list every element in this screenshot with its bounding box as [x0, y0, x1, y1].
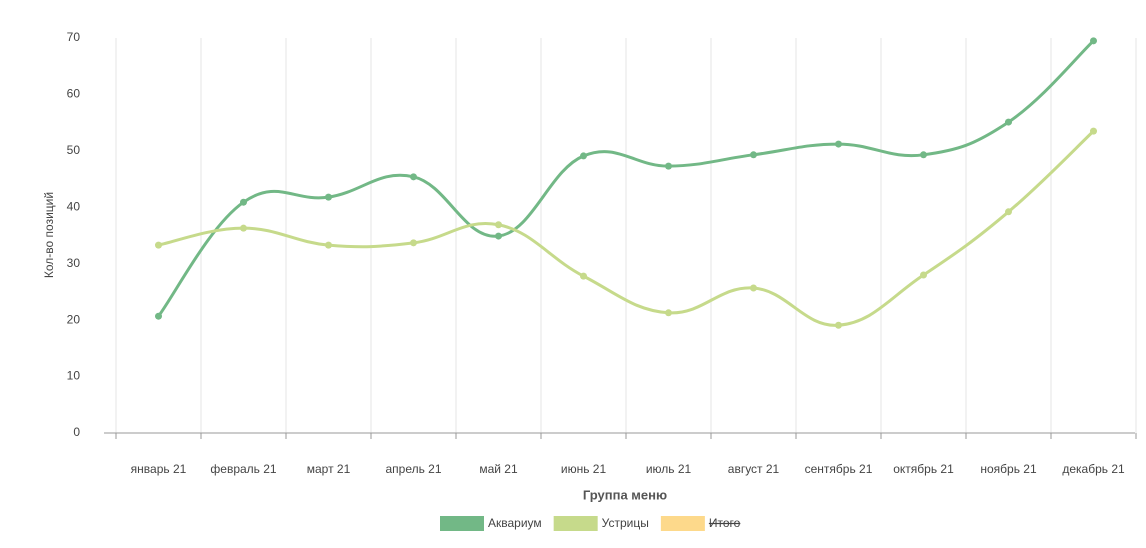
point — [750, 284, 757, 292]
x-tick-label: март 21 — [307, 462, 351, 476]
legend-swatch — [440, 516, 484, 531]
point — [410, 239, 417, 247]
point — [155, 312, 162, 320]
point — [580, 152, 587, 160]
point — [410, 173, 417, 181]
point — [325, 241, 332, 249]
y-axis-label: Кол-во позиций — [42, 192, 56, 278]
point — [1005, 208, 1012, 216]
y-tick-label: 10 — [67, 369, 81, 383]
point — [920, 271, 927, 279]
y-tick-label: 60 — [67, 87, 81, 101]
point — [665, 162, 672, 170]
x-tick-label: сентябрь 21 — [805, 462, 873, 476]
y-tick-label: 50 — [67, 143, 81, 157]
x-tick-label: июль 21 — [646, 462, 692, 476]
x-tick-label: июнь 21 — [561, 462, 607, 476]
x-tick-label: декабрь 21 — [1062, 462, 1125, 476]
point — [835, 140, 842, 148]
x-tick-label: апрель 21 — [385, 462, 441, 476]
y-tick-label: 40 — [67, 199, 81, 213]
point — [495, 232, 502, 240]
point — [240, 198, 247, 206]
legend-label: Аквариум — [488, 516, 542, 530]
point — [155, 241, 162, 249]
y-tick-label: 0 — [73, 425, 80, 439]
legend-swatch — [660, 516, 705, 531]
point — [920, 151, 927, 159]
point — [240, 224, 247, 232]
x-tick-label: ноябрь 21 — [980, 462, 1037, 476]
point — [1090, 37, 1097, 45]
x-tick-label: август 21 — [728, 462, 780, 476]
point — [1005, 118, 1012, 126]
y-tick-label: 70 — [67, 30, 81, 44]
x-tick-label: февраль 21 — [210, 462, 277, 476]
point — [1090, 127, 1097, 135]
legend-swatch — [553, 516, 598, 531]
x-axis-label: Группа меню — [583, 487, 667, 502]
point — [495, 221, 502, 229]
y-tick-label: 20 — [67, 312, 81, 326]
point — [750, 151, 757, 159]
x-tick-label: октябрь 21 — [893, 462, 954, 476]
legend-label: Итого — [709, 516, 741, 530]
point — [580, 272, 587, 280]
point — [325, 193, 332, 201]
point — [835, 321, 842, 329]
y-tick-label: 30 — [67, 256, 81, 270]
x-tick-label: январь 21 — [131, 462, 187, 476]
legend-label: Устрицы — [602, 516, 649, 530]
point — [665, 309, 672, 317]
x-tick-label: май 21 — [479, 462, 518, 476]
